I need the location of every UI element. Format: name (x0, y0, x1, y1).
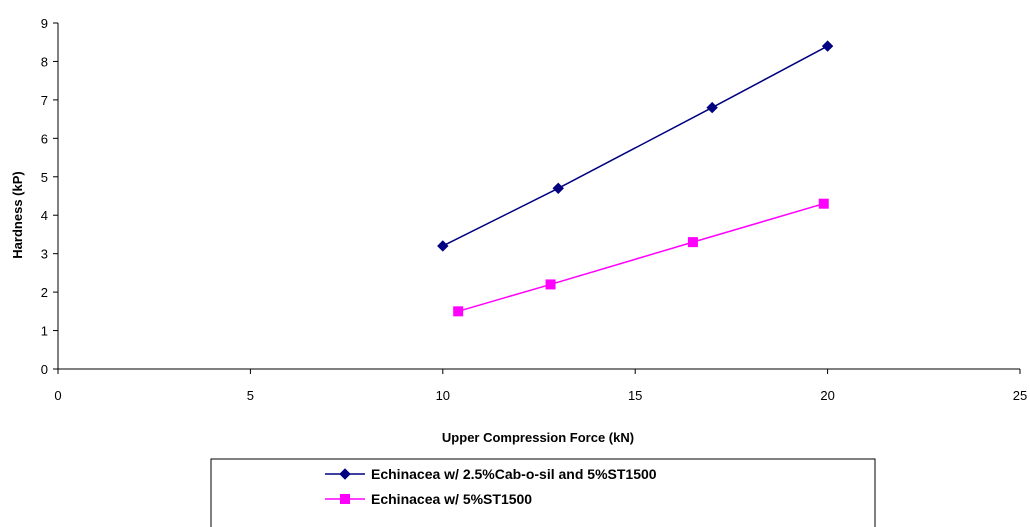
x-tick-label: 15 (628, 388, 642, 403)
axes (53, 22, 1021, 374)
legend-item: Echinacea w/ 5%ST1500 (325, 491, 532, 507)
series-1 (437, 40, 834, 252)
x-tick-label: 25 (1013, 388, 1027, 403)
x-tick-label: 0 (54, 388, 61, 403)
data-point (821, 40, 834, 52)
x-axis-title: Upper Compression Force (kN) (442, 430, 634, 445)
y-tick-label: 2 (41, 285, 48, 300)
data-point (818, 198, 829, 209)
y-axis-title: Hardness (kP) (10, 171, 25, 258)
x-tick-label: 5 (247, 388, 254, 403)
legend: Echinacea w/ 2.5%Cab-o-sil and 5%ST1500 E… (210, 458, 876, 527)
legend-item: Echinacea w/ 2.5%Cab-o-sil and 5%ST1500 (325, 466, 657, 482)
legend-label: Echinacea w/ 2.5%Cab-o-sil and 5%ST1500 (371, 466, 657, 482)
plot-area (437, 40, 834, 317)
data-point (706, 101, 718, 114)
y-tick-label: 4 (41, 208, 48, 223)
y-tick-label: 6 (41, 131, 48, 146)
legend-box (210, 458, 876, 527)
y-tick-label: 5 (41, 170, 48, 185)
y-tick-label: 1 (41, 324, 48, 339)
legend-square-marker (340, 494, 350, 504)
y-tick-label: 9 (41, 16, 48, 31)
legend-label: Echinacea w/ 5%ST1500 (371, 491, 532, 507)
y-tick-label: 0 (41, 362, 48, 377)
data-point (453, 306, 464, 317)
legend-diamond-marker (339, 468, 351, 480)
series-2 (453, 198, 829, 317)
y-tick-label: 7 (41, 93, 48, 108)
data-point (687, 237, 698, 248)
data-point (545, 279, 556, 290)
y-tick-label: 8 (41, 54, 48, 69)
x-tick-label: 10 (436, 388, 450, 403)
series-line (457, 202, 824, 313)
series-line (442, 45, 828, 247)
data-point (552, 182, 564, 195)
y-tick-label: 3 (41, 247, 48, 262)
tick-labels: 0 1 2 3 4 5 6 7 8 9 0 5 10 15 20 25 (41, 16, 1027, 403)
x-tick-label: 20 (820, 388, 834, 403)
data-point (437, 240, 449, 252)
